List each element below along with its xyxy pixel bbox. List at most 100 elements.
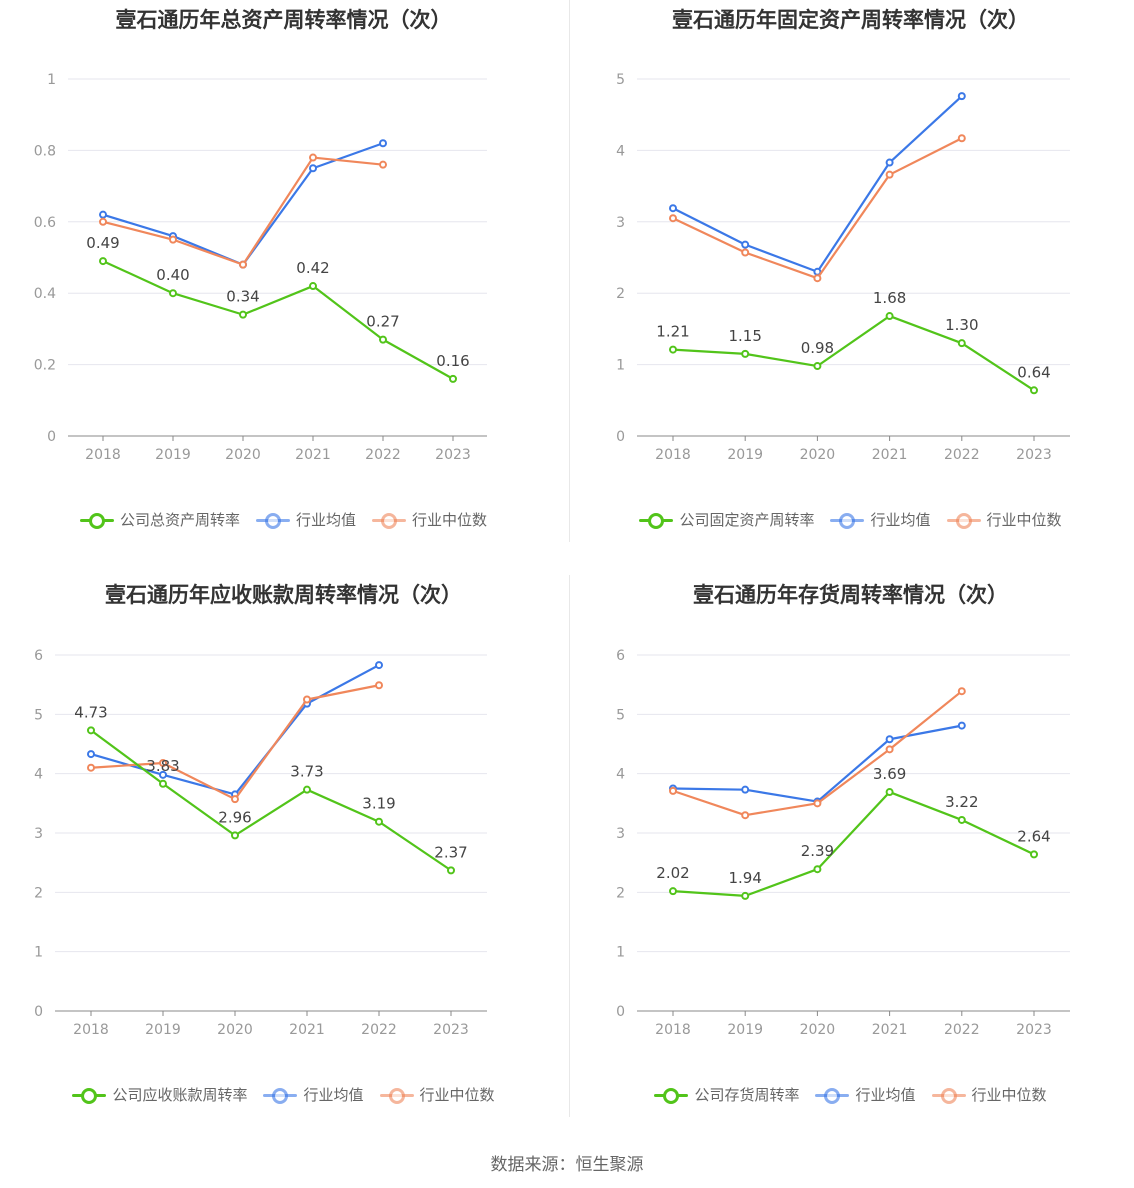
data-label: 0.49	[86, 234, 119, 252]
chart-panel-total-asset-turnover: 壹石通历年总资产周转率情况（次） 0 0.2 0.4 0.6 0.8 1 2018 2019 2…	[0, 0, 567, 575]
legend-item-industry-average[interactable]: 行业均值	[255, 509, 356, 530]
data-point-avg	[309, 164, 317, 173]
chart-plot-area: 0 1 2 3 4 5 6 2018 2019 2020 2021 2022 2023 4.73 3.83 2…	[34, 648, 487, 1038]
legend-item-industry-median[interactable]: 行业中位数	[379, 1084, 495, 1105]
data-point-median	[741, 811, 750, 820]
data-point-avg	[741, 240, 750, 249]
legend-marker-company	[639, 512, 674, 529]
data-label: 1.15	[728, 327, 761, 345]
data-point-company	[87, 726, 95, 735]
data-point-company	[741, 349, 750, 358]
data-point-avg	[741, 785, 750, 794]
legend-label: 行业中位数	[971, 1086, 1047, 1104]
y-tick-label: 0.6	[34, 215, 56, 231]
y-tick-label: 3	[616, 215, 625, 231]
x-tick-label: 2023	[435, 447, 471, 463]
data-label: 3.22	[945, 793, 978, 811]
data-point-median	[957, 134, 966, 143]
data-point-avg	[159, 770, 167, 779]
legend-label: 行业均值	[870, 511, 931, 529]
legend-marker-company	[654, 1087, 689, 1104]
data-label: 3.69	[873, 765, 906, 783]
chart-plot-area: 0 1 2 3 4 5 2018 2019 2020 2021 2022 2023 1.21 1.15 0.…	[616, 72, 1070, 463]
series-line-company	[102, 260, 454, 380]
series-line-median	[102, 156, 384, 266]
data-label: 4.73	[74, 703, 107, 721]
legend-item-industry-average[interactable]: 行业均值	[815, 1084, 916, 1105]
chart-title: 壹石通历年存货周转率情况（次）	[693, 583, 1008, 607]
legend-marker-median	[946, 512, 981, 529]
legend-marker-company	[79, 512, 114, 529]
data-point-avg	[87, 750, 95, 759]
data-point-avg	[885, 735, 894, 744]
x-tick-label: 2018	[655, 447, 691, 463]
legend-item-company[interactable]: 公司总资产周转率	[79, 509, 240, 530]
legend-label: 行业均值	[303, 1086, 364, 1104]
legend-label: 行业中位数	[986, 511, 1062, 529]
series-line-company	[672, 314, 1035, 392]
data-point-avg	[99, 210, 107, 219]
y-tick-label: 0	[616, 429, 625, 445]
data-label: 1.68	[873, 289, 906, 307]
x-tick-label: 2021	[289, 1022, 325, 1038]
y-tick-label: 0	[616, 1004, 625, 1020]
x-tick-label: 2023	[1016, 447, 1052, 463]
panel-divider-bottom	[569, 575, 570, 1117]
data-point-median	[87, 763, 95, 772]
data-point-company	[309, 282, 317, 291]
y-tick-label: 1	[34, 945, 43, 961]
y-tick-label: 6	[616, 648, 625, 664]
data-point-median	[99, 217, 107, 226]
y-tick-label: 1	[47, 72, 56, 88]
data-point-company	[669, 345, 677, 354]
series-line-avg	[672, 95, 963, 273]
legend-label: 公司应收账款周转率	[112, 1086, 248, 1104]
data-point-company	[379, 335, 387, 344]
data-point-company	[1030, 386, 1038, 395]
y-tick-label: 2	[616, 286, 625, 302]
data-point-company	[447, 866, 455, 875]
data-point-median	[885, 170, 894, 179]
data-point-median	[669, 786, 677, 795]
legend-marker-average	[815, 1087, 850, 1104]
y-tick-label: 0	[34, 1004, 43, 1020]
data-label: 3.73	[290, 763, 323, 781]
data-point-median	[231, 795, 239, 804]
data-point-median	[957, 687, 966, 696]
data-point-median	[159, 758, 167, 767]
data-point-company	[239, 310, 247, 319]
x-tick-label: 2019	[727, 1022, 763, 1038]
legend-item-industry-median[interactable]: 行业中位数	[931, 1084, 1047, 1105]
data-label: 1.21	[656, 323, 689, 341]
legend-marker-average	[255, 512, 290, 529]
data-point-company	[885, 788, 894, 797]
x-tick-label: 2018	[85, 447, 121, 463]
data-label: 0.34	[226, 288, 259, 306]
legend-label: 行业中位数	[412, 511, 488, 529]
data-point-company	[669, 887, 677, 896]
legend-item-company[interactable]: 公司应收账款周转率	[72, 1084, 247, 1105]
data-point-company	[741, 891, 750, 900]
legend-item-company[interactable]: 公司固定资产周转率	[639, 509, 814, 530]
x-tick-label: 2023	[1016, 1022, 1052, 1038]
y-tick-label: 2	[616, 885, 625, 901]
x-tick-label: 2023	[433, 1022, 469, 1038]
legend-item-industry-average[interactable]: 行业均值	[263, 1084, 364, 1105]
y-tick-label: 0	[47, 429, 56, 445]
x-tick-label: 2022	[365, 447, 401, 463]
legend-item-company[interactable]: 公司存货周转率	[654, 1084, 799, 1105]
legend-item-industry-median[interactable]: 行业中位数	[372, 509, 487, 530]
series-line-avg	[90, 664, 380, 796]
chart-title: 壹石通历年应收账款周转率情况（次）	[105, 583, 462, 607]
data-point-median	[669, 214, 677, 223]
x-tick-label: 2019	[727, 447, 763, 463]
x-tick-label: 2020	[217, 1022, 253, 1038]
legend-item-industry-average[interactable]: 行业均值	[830, 509, 931, 530]
legend-item-industry-median[interactable]: 行业中位数	[946, 509, 1062, 530]
data-point-company	[449, 374, 457, 383]
legend-label: 公司存货周转率	[694, 1086, 800, 1104]
chart-legend: 公司固定资产周转率 行业均值 行业中位数	[567, 509, 1134, 530]
y-tick-label: 6	[34, 648, 43, 664]
data-point-company	[885, 312, 894, 321]
data-point-company	[813, 362, 822, 371]
